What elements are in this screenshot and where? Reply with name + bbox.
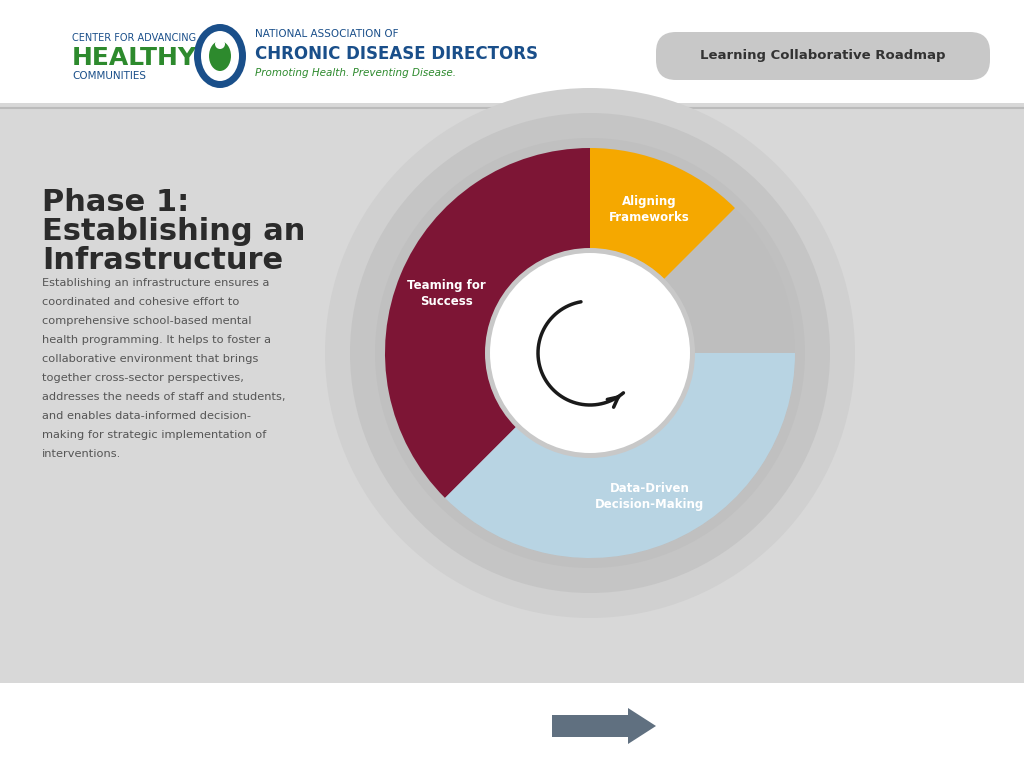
Text: CHRONIC DISEASE DIRECTORS: CHRONIC DISEASE DIRECTORS <box>255 45 538 63</box>
FancyArrow shape <box>552 708 656 744</box>
Text: COMMUNITIES: COMMUNITIES <box>72 71 146 81</box>
Circle shape <box>385 148 795 558</box>
Circle shape <box>350 113 830 593</box>
Text: Teaming for
Success: Teaming for Success <box>408 280 486 308</box>
Bar <box>0 103 1024 683</box>
Ellipse shape <box>201 31 239 81</box>
Circle shape <box>490 253 690 453</box>
Text: coordinated and cohesive effort to: coordinated and cohesive effort to <box>42 297 240 307</box>
Text: Establishing an infrastructure ensures a: Establishing an infrastructure ensures a <box>42 278 269 288</box>
FancyBboxPatch shape <box>656 32 990 80</box>
Text: Learning Collaborative Roadmap: Learning Collaborative Roadmap <box>700 49 946 62</box>
Text: Establishing an: Establishing an <box>42 217 305 246</box>
Circle shape <box>325 88 855 618</box>
Circle shape <box>485 248 695 458</box>
Wedge shape <box>445 353 795 558</box>
Text: NATIONAL ASSOCIATION OF: NATIONAL ASSOCIATION OF <box>255 29 398 39</box>
Text: collaborative environment that brings: collaborative environment that brings <box>42 354 258 364</box>
Circle shape <box>215 39 225 49</box>
Circle shape <box>375 138 805 568</box>
Text: Promoting Health. Preventing Disease.: Promoting Health. Preventing Disease. <box>255 68 456 78</box>
Text: CENTER FOR ADVANCING: CENTER FOR ADVANCING <box>72 33 197 43</box>
Text: interventions.: interventions. <box>42 449 121 459</box>
Text: Aligning
Frameworks: Aligning Frameworks <box>609 195 690 224</box>
Text: and enables data-informed decision-: and enables data-informed decision- <box>42 411 251 421</box>
Text: addresses the needs of staff and students,: addresses the needs of staff and student… <box>42 392 286 402</box>
Text: health programming. It helps to foster a: health programming. It helps to foster a <box>42 335 271 345</box>
Text: making for strategic implementation of: making for strategic implementation of <box>42 430 266 440</box>
Ellipse shape <box>194 24 246 88</box>
Bar <box>0 0 1024 108</box>
Wedge shape <box>590 148 735 283</box>
Text: comprehensive school-based mental: comprehensive school-based mental <box>42 316 252 326</box>
Text: Phase 1:: Phase 1: <box>42 188 189 217</box>
Text: Data-Driven
Decision-Making: Data-Driven Decision-Making <box>595 482 703 511</box>
Wedge shape <box>385 148 590 498</box>
Text: HEALTHY: HEALTHY <box>72 46 198 70</box>
Text: together cross-sector perspectives,: together cross-sector perspectives, <box>42 373 244 383</box>
Ellipse shape <box>209 41 231 71</box>
Text: Infrastructure: Infrastructure <box>42 246 283 275</box>
Bar <box>0 683 1024 768</box>
